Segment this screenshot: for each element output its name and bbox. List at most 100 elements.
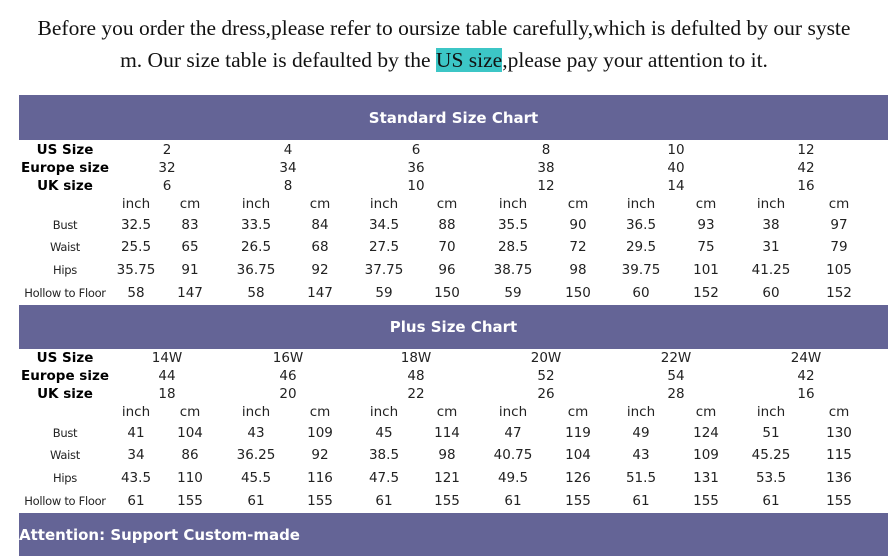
cm-value: 155 xyxy=(565,493,591,509)
inch-value: 40.75 xyxy=(493,447,533,463)
inch-value: 53.5 xyxy=(755,470,787,486)
cm-value: 110 xyxy=(177,470,203,486)
us-size-value: 10 xyxy=(667,142,685,158)
inch-value: 37.75 xyxy=(364,262,404,278)
uk-size-value: 28 xyxy=(667,386,685,402)
eu-size-value: 34 xyxy=(279,160,297,176)
eu-size-value: 38 xyxy=(537,160,555,176)
us-size-value: 4 xyxy=(283,142,293,158)
uk-size-value: 16 xyxy=(797,386,815,402)
eu-size-value: 40 xyxy=(667,160,685,176)
cm-value: 155 xyxy=(826,493,852,509)
us-size-value: 6 xyxy=(411,142,421,158)
uk-size-value: 8 xyxy=(283,178,293,194)
us-size-label: US Size xyxy=(36,350,94,366)
cm-value: 70 xyxy=(438,239,456,255)
intro-line-1: Before you order the dress,please refer … xyxy=(37,16,851,40)
uk-size-value: 22 xyxy=(407,386,425,402)
us-size-value: 22W xyxy=(660,350,692,366)
inch-value: 33.5 xyxy=(240,217,272,233)
intro-line-2: m. Our size table is defaulted by the US… xyxy=(0,48,888,73)
eu-size-value: 32 xyxy=(158,160,176,176)
measure-label: Waist xyxy=(50,448,80,462)
inch-header: inch xyxy=(121,196,151,212)
inch-value: 45.25 xyxy=(751,447,791,463)
plus-chart-title: Plus Size Chart xyxy=(389,318,518,336)
cm-value: 155 xyxy=(693,493,719,509)
cm-value: 104 xyxy=(565,447,591,463)
cm-value: 86 xyxy=(181,447,199,463)
inch-value: 36.75 xyxy=(236,262,276,278)
cm-value: 155 xyxy=(434,493,460,509)
intro-text: m. Our size table is defaulted by the xyxy=(120,48,436,72)
eu-size-value: 52 xyxy=(537,368,555,384)
cm-value: 88 xyxy=(438,217,456,233)
cm-value: 98 xyxy=(438,447,456,463)
cm-value: 93 xyxy=(697,217,715,233)
inch-header: inch xyxy=(369,404,399,420)
cm-value: 98 xyxy=(569,262,587,278)
eu-size-value: 54 xyxy=(667,368,685,384)
standard-chart-title: Standard Size Chart xyxy=(368,108,539,127)
eu-size-value: 48 xyxy=(407,368,425,384)
inch-header: inch xyxy=(369,196,399,212)
inch-value: 58 xyxy=(127,285,145,301)
cm-value: 152 xyxy=(693,285,719,301)
inch-value: 43.5 xyxy=(120,470,152,486)
us-size-value: 8 xyxy=(541,142,551,158)
inch-value: 61 xyxy=(375,493,393,509)
inch-value: 35.75 xyxy=(116,262,156,278)
cm-header: cm xyxy=(179,404,201,420)
inch-value: 45.5 xyxy=(240,470,272,486)
inch-value: 51.5 xyxy=(625,470,657,486)
measure-label: Bust xyxy=(52,426,78,440)
uk-size-label: UK size xyxy=(37,386,93,402)
inch-value: 38 xyxy=(762,217,780,233)
cm-header: cm xyxy=(567,404,589,420)
us-size-value: 20W xyxy=(530,350,562,366)
inch-value: 41.25 xyxy=(751,262,791,278)
cm-header: cm xyxy=(828,404,850,420)
inch-value: 27.5 xyxy=(368,239,400,255)
inch-header: inch xyxy=(121,404,151,420)
uk-size-label: UK size xyxy=(37,178,93,194)
cm-value: 119 xyxy=(565,425,591,441)
inch-header: inch xyxy=(626,404,656,420)
cm-value: 83 xyxy=(181,217,199,233)
inch-value: 36.5 xyxy=(625,217,657,233)
inch-value: 49 xyxy=(632,425,650,441)
cm-value: 121 xyxy=(434,470,460,486)
cm-value: 72 xyxy=(569,239,587,255)
eu-size-value: 46 xyxy=(279,368,297,384)
uk-size-value: 18 xyxy=(158,386,176,402)
cm-header: cm xyxy=(436,196,458,212)
inch-value: 61 xyxy=(762,493,780,509)
uk-size-value: 6 xyxy=(162,178,172,194)
cm-value: 97 xyxy=(830,217,848,233)
inch-value: 61 xyxy=(632,493,650,509)
cm-value: 92 xyxy=(311,262,329,278)
cm-value: 152 xyxy=(826,285,852,301)
inch-header: inch xyxy=(241,404,271,420)
cm-header: cm xyxy=(695,196,717,212)
cm-value: 155 xyxy=(177,493,203,509)
cm-value: 136 xyxy=(826,470,852,486)
us-size-value: 12 xyxy=(797,142,815,158)
inch-value: 28.5 xyxy=(497,239,529,255)
eu-size-value: 44 xyxy=(158,368,176,384)
cm-value: 75 xyxy=(697,239,715,255)
europe-size-label: Europe size xyxy=(21,160,109,176)
cm-value: 150 xyxy=(434,285,460,301)
inch-header: inch xyxy=(756,404,786,420)
cm-value: 109 xyxy=(693,447,719,463)
inch-value: 47.5 xyxy=(368,470,400,486)
cm-value: 84 xyxy=(311,217,329,233)
inch-value: 34.5 xyxy=(368,217,400,233)
cm-header: cm xyxy=(309,196,331,212)
inch-header: inch xyxy=(241,196,271,212)
inch-value: 59 xyxy=(375,285,393,301)
inch-value: 38.5 xyxy=(368,447,400,463)
cm-header: cm xyxy=(828,196,850,212)
inch-header: inch xyxy=(756,196,786,212)
